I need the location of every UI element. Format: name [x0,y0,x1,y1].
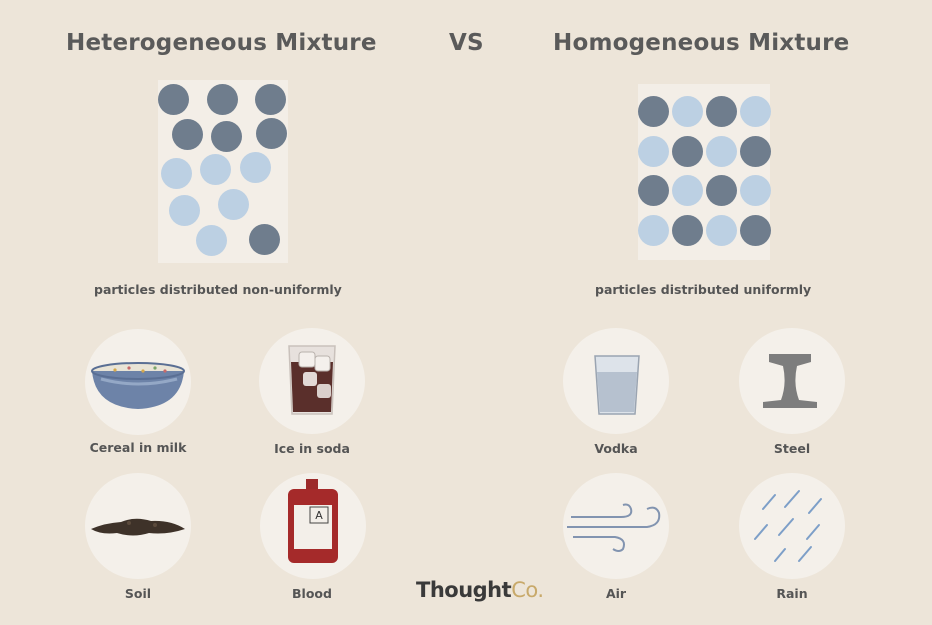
dark-particle [255,84,286,115]
vs-label: VS [449,30,484,56]
light-particle [740,175,771,206]
cereal-label: Cereal in milk [89,440,187,455]
dark-particle [706,96,737,127]
soil-clump-icon [91,518,185,536]
vodka-label: Vodka [594,441,638,456]
rain-label: Rain [776,586,808,601]
light-particle [196,225,227,256]
homogeneous-particle-panel [638,84,771,260]
light-particle [200,154,231,185]
steel-beam-icon [763,354,817,408]
soil-example [85,473,191,579]
light-particle [638,136,669,167]
light-particle [672,175,703,206]
cereal-example [85,329,191,435]
dark-particle [740,215,771,246]
dark-particle [672,136,703,167]
vodka-example [563,328,669,434]
homogeneous-title: Homogeneous Mixture [553,30,850,56]
light-particle [706,215,737,246]
vodka-glass-icon [594,355,640,415]
dark-particle [638,175,669,206]
blood-type-text: A [315,509,323,522]
blood-bag-icon: A [288,479,338,563]
dark-particle [256,118,287,149]
brand-name: Thought [416,578,512,602]
dark-particle [638,96,669,127]
brand-suffix: Co. [511,578,544,602]
rain-icon [754,490,822,562]
air-label: Air [605,586,627,601]
air-example [563,473,669,579]
light-particle [240,152,271,183]
air-wind-icon [567,503,661,552]
heterogeneous-caption: particles distributed non-uniformly [94,282,342,297]
ice-soda-glass-icon [288,345,336,415]
light-particle [740,96,771,127]
light-particle [218,189,249,220]
heterogeneous-title: Heterogeneous Mixture [66,30,377,56]
light-particle [706,136,737,167]
dark-particle [211,121,242,152]
rain-example [739,473,845,579]
steel-example [739,328,845,434]
dark-particle [706,175,737,206]
light-particle [161,158,192,189]
thoughtco-logo: ThoughtCo. [416,578,544,602]
steel-label: Steel [773,441,811,456]
soil-label: Soil [124,586,152,601]
ice-soda-example [259,328,365,434]
cereal-bowl-icon [91,362,185,409]
dark-particle [740,136,771,167]
light-particle [672,96,703,127]
dark-particle [158,84,189,115]
blood-example: A [260,473,366,579]
light-particle [169,195,200,226]
blood-label: Blood [292,586,332,601]
dark-particle [672,215,703,246]
light-particle [638,215,669,246]
homogeneous-caption: particles distributed uniformly [595,282,812,297]
ice-soda-label: Ice in soda [274,441,350,456]
dark-particle [172,119,203,150]
heterogeneous-particle-panel [158,80,288,263]
dark-particle [207,84,238,115]
dark-particle [249,224,280,255]
